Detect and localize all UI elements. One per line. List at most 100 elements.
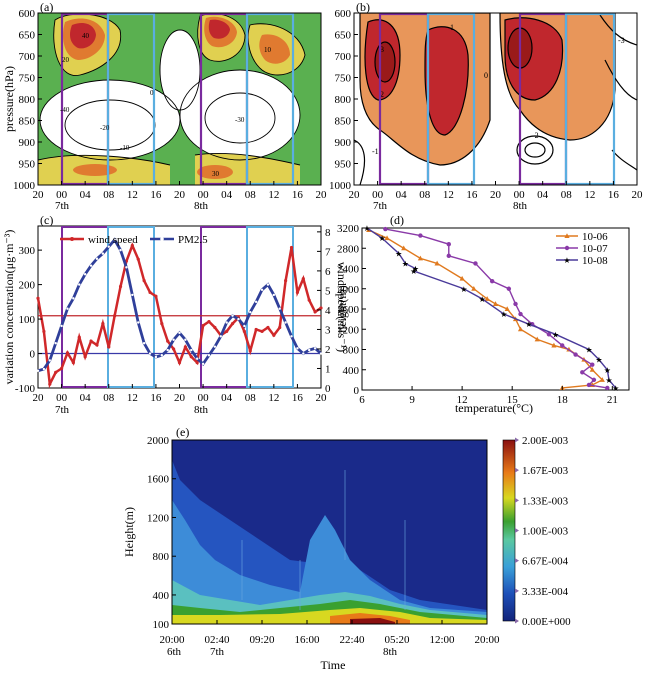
- legend-wind-speed: wind speed: [88, 234, 138, 246]
- panel-c-boxes: [61, 226, 294, 388]
- ytick-label: 1200: [147, 512, 170, 524]
- xtick-label: 16: [466, 189, 478, 201]
- panel-e: (e) Height(m) Time 100 400 800 1200 1600 2000…: [122, 425, 571, 672]
- ytick-label: 850: [19, 116, 36, 128]
- xtick-label: 6: [359, 394, 365, 406]
- panel-b-label: (b): [356, 0, 370, 14]
- series-point: ★: [460, 285, 467, 294]
- series-point: [589, 366, 595, 372]
- panel-d-xticks: 6 9 12 15 18 21: [359, 386, 618, 406]
- panel-a-xticks: 20 00 04 08 12 16 20 00 04 08 12 16 20: [33, 181, 328, 201]
- series-point: [384, 235, 390, 241]
- pm25-point: [142, 341, 146, 345]
- pm25-point: [60, 324, 63, 328]
- colorbar-tick-label: 2.00E-003: [522, 435, 569, 447]
- panel-a-day-8th: 8th: [194, 200, 209, 212]
- colorbar-tick-label: 3.33E-004: [522, 586, 569, 598]
- xtick-label: 08: [103, 392, 115, 404]
- ytick-label: 700: [335, 51, 352, 63]
- pm25-point: [125, 266, 128, 269]
- legend-10-06: 10-06: [582, 231, 608, 243]
- colorbar-tick-label: 0.00E+000: [522, 616, 571, 628]
- wind-speed-point: [189, 355, 193, 359]
- wind-speed-point: [242, 329, 246, 333]
- series-point: ★: [479, 295, 486, 304]
- series-point: [573, 352, 578, 357]
- panel-e-heatmap: [172, 440, 487, 624]
- panel-d-lines: ★★★★★★★★★★★★★★★★: [363, 224, 619, 393]
- panel-a-contour-label-30: 30: [212, 170, 220, 178]
- wind-speed-point: [260, 329, 264, 333]
- xtick-label: 16: [150, 189, 162, 201]
- series-point: ★: [410, 267, 417, 276]
- series-point: [506, 286, 512, 291]
- pm25-point: [101, 252, 105, 255]
- pm25-point: [254, 300, 258, 304]
- wind-speed-point: [148, 290, 152, 294]
- ytick-label: 1600: [337, 304, 360, 316]
- colorbar-tick-label: 1.67E-003: [522, 465, 569, 477]
- panel-d-ylabel: height(m): [335, 285, 349, 332]
- series-point: [605, 385, 610, 391]
- panel-c-lines: [36, 237, 323, 389]
- xtick-label: 04: [221, 392, 233, 404]
- xtick-label: 16: [608, 189, 620, 201]
- ytick-label: 900: [335, 137, 352, 149]
- ytick-label: 950: [335, 159, 352, 171]
- ytick-label: 100: [153, 619, 170, 631]
- xtick-label: 00: [198, 189, 210, 201]
- wind-speed-point: [36, 296, 40, 300]
- wind-speed-point: [48, 382, 52, 386]
- colorbar-tick-mark: [515, 497, 519, 503]
- y2tick-label: 6: [325, 266, 331, 278]
- xtick-label: 16: [292, 392, 304, 404]
- wind-speed-point: [313, 310, 317, 314]
- panel-b-contour-label-0: 0: [484, 71, 488, 80]
- panel-b-contour-label-1: 1: [450, 23, 454, 32]
- y2tick-label: 3: [325, 324, 331, 336]
- legend-10-07: 10-07: [582, 243, 608, 255]
- wind-speed-point: [278, 325, 282, 330]
- ytick-label: 650: [335, 30, 352, 42]
- series-point: ★: [525, 320, 532, 329]
- pm25-point: [113, 238, 116, 241]
- pm25-point: [266, 283, 270, 286]
- wind-speed-point: [207, 320, 211, 324]
- xtick-label: 04: [396, 189, 408, 201]
- ytick-label: 800: [343, 345, 360, 357]
- ytick-label: 1000: [13, 180, 36, 192]
- series-point: ★: [604, 366, 611, 375]
- wind-speed-point: [295, 290, 300, 294]
- wind-speed-point: [225, 329, 229, 333]
- ytick-label: 400: [343, 365, 360, 377]
- ytick-label: 200: [19, 280, 36, 292]
- series-point: [513, 301, 518, 307]
- xtick-label: 00: [372, 189, 384, 201]
- panel-e-date-7th: 7th: [210, 646, 225, 658]
- wind-speed-point: [83, 355, 87, 359]
- xtick-label: 20: [316, 189, 328, 201]
- pm25-point: [195, 357, 199, 360]
- colorbar-tick-label: 1.00E-003: [522, 526, 569, 538]
- panel-b-contour-label-neg3: -3: [618, 36, 625, 45]
- xtick-label: 12: [268, 189, 279, 201]
- pm25-point: [148, 352, 152, 355]
- xtick-label: 20:00: [474, 634, 500, 646]
- pm25-point: [160, 354, 164, 357]
- panel-a-contour-label-neg30: -30: [235, 116, 245, 124]
- panel-a-contour-label-0: 0: [150, 89, 154, 97]
- series-point: [564, 245, 570, 251]
- xtick-label: 20: [490, 189, 502, 201]
- wind-speed-point: [42, 329, 46, 333]
- wind-speed-point: [95, 343, 99, 347]
- ytick-label: 950: [19, 159, 36, 171]
- xtick-label: 04: [80, 392, 92, 404]
- panel-c-day-7th: 7th: [55, 404, 70, 416]
- series-point: ★: [595, 356, 602, 365]
- series-point: [489, 278, 495, 284]
- wind-speed-point: [284, 279, 288, 283]
- xtick-label: 02:40: [204, 634, 230, 646]
- xtick-label: 15: [507, 394, 519, 406]
- pm25-point: [308, 348, 311, 352]
- series-point: [417, 255, 424, 261]
